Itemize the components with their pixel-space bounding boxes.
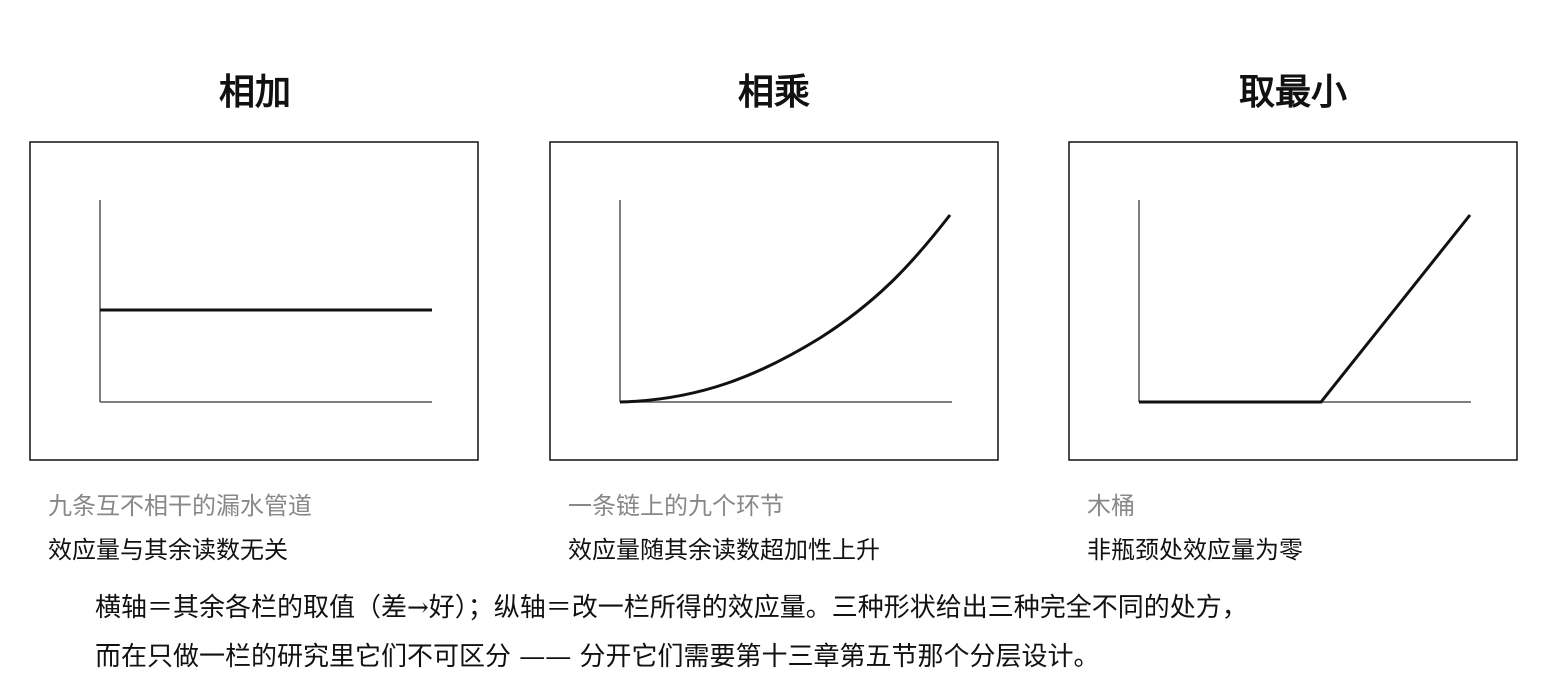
panel-add: 相加 九条互不相干的漏水管道 效应量与其余读数无关: [29, 71, 479, 564]
panel-effect: 效应量随其余读数超加性上升: [568, 536, 880, 564]
panel-frame: [1068, 141, 1518, 461]
curve: [1139, 214, 1472, 404]
panel-frame: [549, 141, 999, 461]
footer-line: 横轴＝其余各栏的取值（差→好）；纵轴＝改一栏所得的效应量。三种形状给出三种完全不…: [95, 593, 1248, 623]
panel-caption: 木桶: [1087, 492, 1135, 520]
curve: [619, 214, 952, 404]
panel-effect: 效应量与其余读数无关: [48, 536, 288, 564]
panel-effect: 非瓶颈处效应量为零: [1087, 536, 1303, 564]
panel-caption: 九条互不相干的漏水管道: [48, 492, 312, 520]
footer-line: 而在只做一栏的研究里它们不可区分 —— 分开它们需要第十三章第五节那个分层设计。: [95, 642, 1100, 672]
panel-title: 相乘: [738, 71, 810, 113]
panel-title: 取最小: [1239, 71, 1347, 113]
panel-title: 相加: [219, 71, 291, 113]
panel-caption: 一条链上的九个环节: [568, 492, 784, 520]
panel-multiply: 相乘 一条链上的九个环节 效应量随其余读数超加性上升: [549, 71, 999, 564]
panel-min: 取最小 木桶 非瓶颈处效应量为零: [1068, 71, 1518, 564]
panel-frame: [29, 141, 479, 461]
